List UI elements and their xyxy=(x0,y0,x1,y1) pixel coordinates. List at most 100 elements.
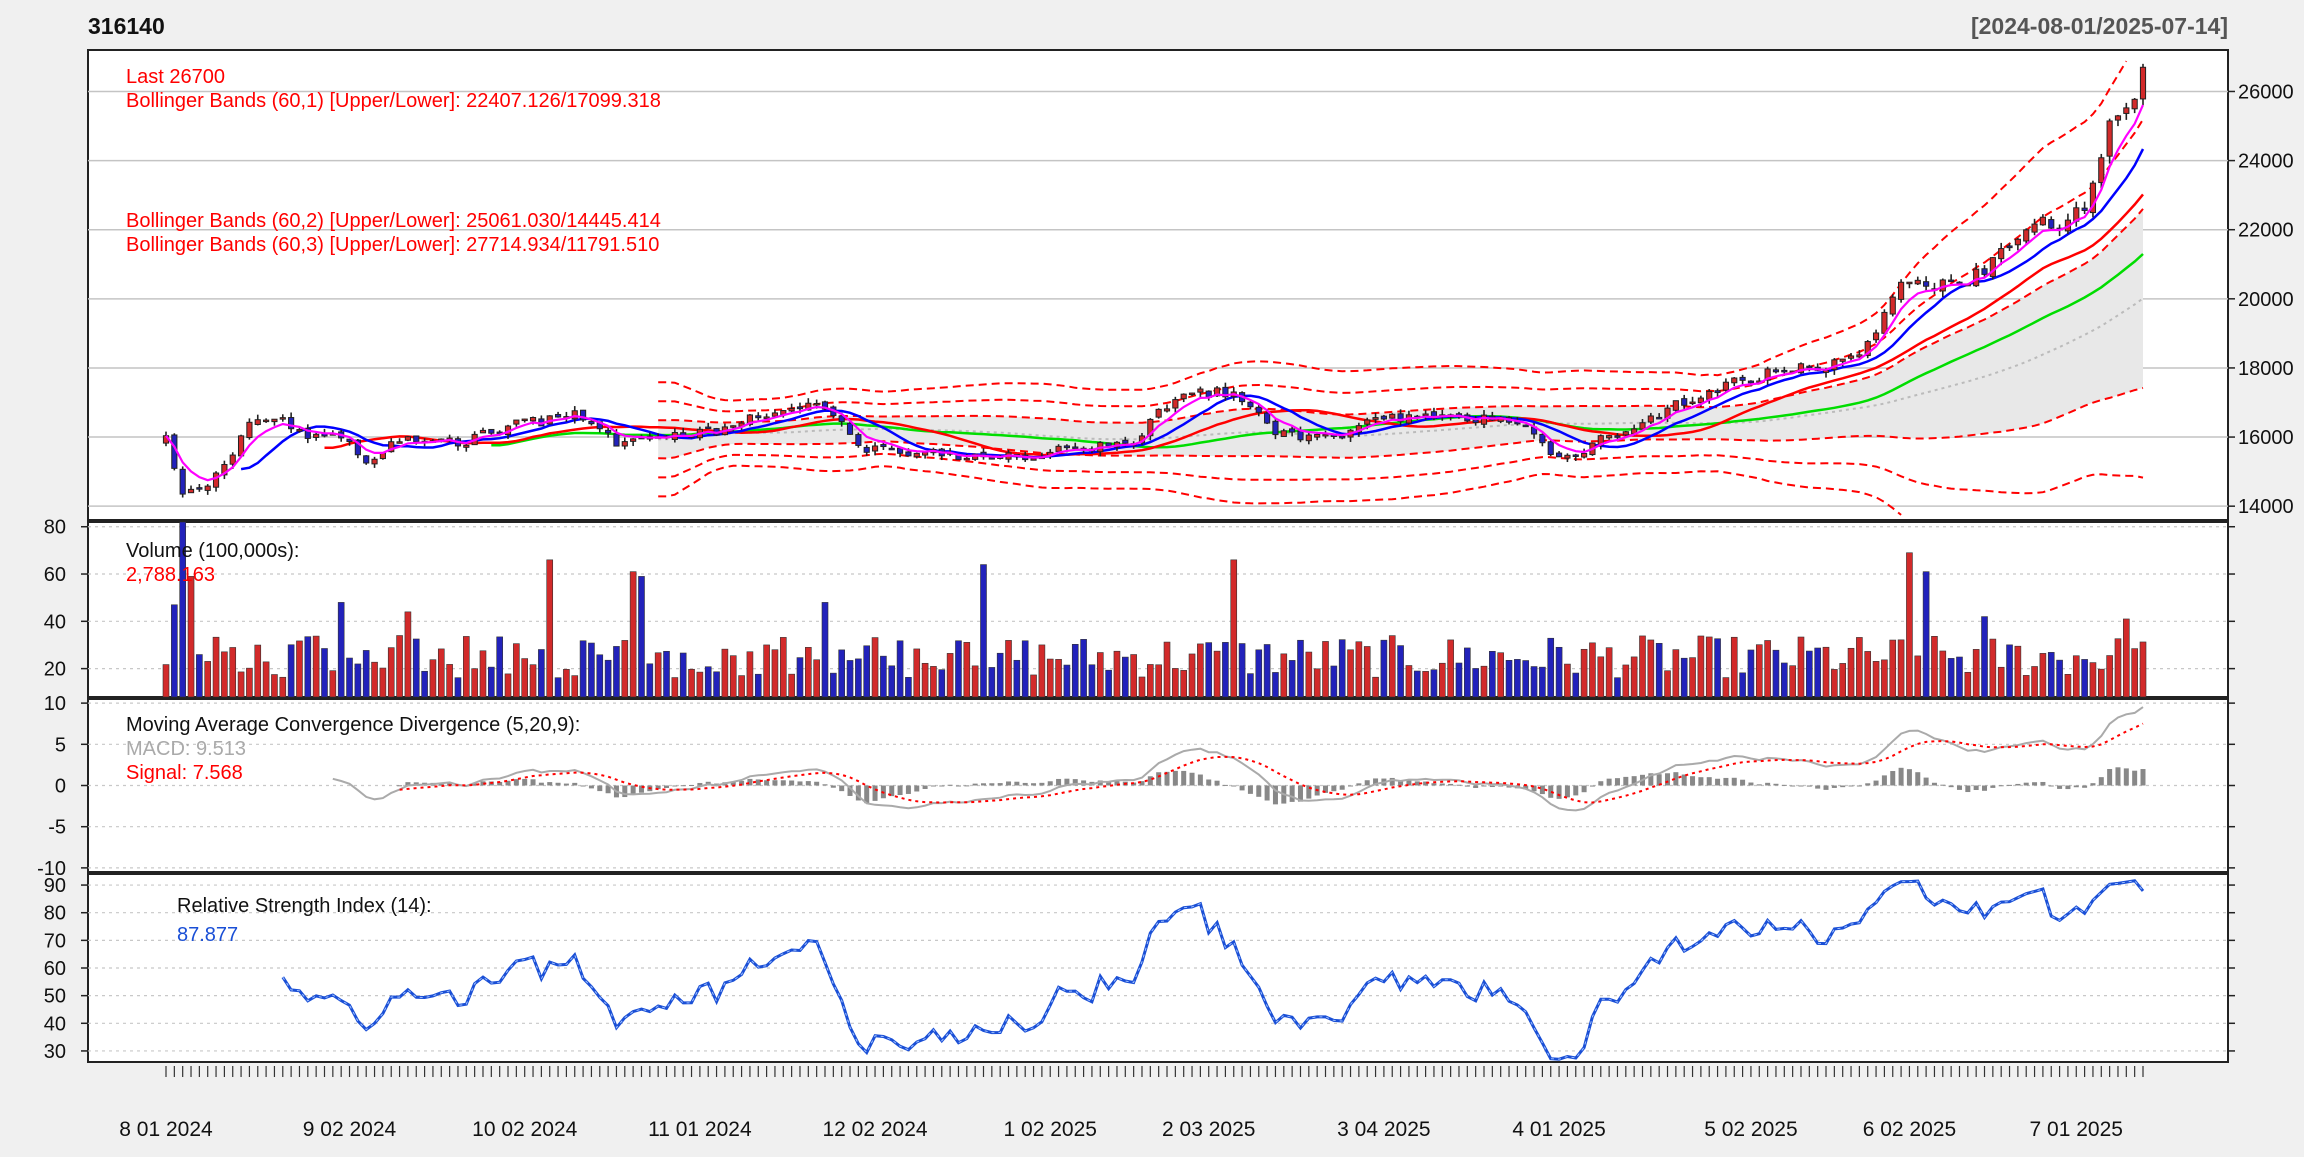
macd-hist-bar xyxy=(1072,779,1078,786)
price-ytick-label: 20000 xyxy=(2238,289,2294,311)
volume-bar xyxy=(1197,643,1204,698)
candle-body xyxy=(2023,229,2030,242)
macd-hist-bar xyxy=(2015,783,2021,786)
volume-bar xyxy=(996,652,1004,698)
candle-body xyxy=(621,441,628,447)
macd-hist-bar xyxy=(1289,785,1295,802)
macd-hist-bar xyxy=(1022,782,1028,786)
candle-body xyxy=(1555,452,1563,458)
candle-body xyxy=(796,406,804,410)
volume-bar xyxy=(1155,664,1162,698)
candle-body xyxy=(1147,418,1154,437)
candle-body xyxy=(1973,268,1980,287)
volume-bar xyxy=(304,636,312,698)
candle-body xyxy=(1781,369,1788,373)
macd-hist-bar xyxy=(1681,774,1687,786)
macd-hist-bar xyxy=(1948,785,1954,788)
volume-bar xyxy=(1997,666,2005,698)
ma-magenta-line xyxy=(165,104,2145,482)
candle-body xyxy=(755,415,762,419)
candle-body xyxy=(630,438,637,442)
candle-body xyxy=(605,429,612,434)
macd-hist-bar xyxy=(1982,785,1988,791)
volume-bar xyxy=(379,667,387,698)
macd-hist-bar xyxy=(622,785,628,798)
volume-bar xyxy=(588,642,595,698)
volume-bar xyxy=(1405,665,1413,698)
rsi-ytick-label: 90 xyxy=(44,875,66,897)
volume-bar xyxy=(2097,668,2105,698)
volume-bar xyxy=(1280,653,1288,698)
macd-hist-bar xyxy=(964,785,970,787)
volume-bar xyxy=(1806,650,1813,698)
macd-hist-bar xyxy=(1389,777,1395,786)
macd-hist-bar xyxy=(472,783,478,786)
price-ytick-label: 16000 xyxy=(2238,427,2294,449)
candle-body xyxy=(246,421,253,439)
macd-hist-bar xyxy=(747,778,753,786)
volume-bar xyxy=(346,657,353,698)
candle-body xyxy=(1706,390,1713,400)
volume-bar xyxy=(1021,640,1029,698)
candle-body xyxy=(279,417,286,420)
volume-bar xyxy=(1105,669,1112,698)
volume-bar xyxy=(1747,649,1755,698)
volume-bar xyxy=(179,521,186,698)
volume-bar xyxy=(846,660,854,698)
macd-hist-bar xyxy=(530,779,536,786)
macd-hist-bar xyxy=(1856,785,1862,787)
macd-hist-bar xyxy=(780,780,786,786)
candle-body xyxy=(363,455,370,464)
candle-body xyxy=(1998,248,2005,260)
candle-body xyxy=(1614,435,1621,438)
macd-hist-bar xyxy=(1247,785,1253,794)
candle-body xyxy=(2098,157,2105,184)
volume-bar xyxy=(763,644,770,698)
macd-panel: -10 -5 0 5 10 Moving Average Convergence Dive… xyxy=(37,693,2235,880)
volume-bar xyxy=(729,655,737,698)
candle-body xyxy=(1847,355,1855,359)
macd-hist-bar xyxy=(1781,784,1787,786)
volume-bar xyxy=(204,661,212,698)
macd-hist-bar xyxy=(930,785,936,787)
macd-hist-bar xyxy=(1790,785,1796,787)
macd-hist-bar xyxy=(989,783,995,786)
volume-bar xyxy=(1647,639,1655,698)
volume-bar xyxy=(1372,676,1379,698)
volume-bar xyxy=(1922,571,1930,698)
volume-bar xyxy=(1947,658,1955,698)
macd-hist-bar xyxy=(1489,785,1495,788)
candle-body xyxy=(1898,281,1905,300)
price-legend-line: Bollinger Bands (60,3) [Upper/Lower]: 27… xyxy=(126,234,659,256)
macd-hist-bar xyxy=(1539,785,1545,795)
bollinger-band-fill xyxy=(658,208,2143,459)
volume-bar xyxy=(354,663,362,698)
candle-body xyxy=(988,457,995,460)
macd-hist-bar xyxy=(1373,778,1379,786)
volume-bar xyxy=(1622,664,1630,698)
macd-hist-bar xyxy=(597,785,603,792)
volume-bar xyxy=(921,662,929,698)
macd-hist-bar xyxy=(1064,778,1070,786)
candle-body xyxy=(905,451,912,457)
candle-body xyxy=(813,403,820,406)
candle-body xyxy=(922,451,929,456)
volume-bar xyxy=(779,637,787,698)
volume-bar xyxy=(362,650,370,698)
macd-hist-bar xyxy=(1865,783,1871,786)
volume-bar xyxy=(571,675,579,698)
volume-bar xyxy=(212,636,220,698)
macd-hist-bar xyxy=(1740,779,1746,786)
candle-body xyxy=(1122,439,1129,444)
volume-bar xyxy=(1539,666,1546,698)
volume-bar xyxy=(604,659,612,698)
candle-body xyxy=(1856,354,1863,358)
candle-body xyxy=(513,419,520,425)
volume-bar xyxy=(2022,675,2030,698)
volume-bar xyxy=(1689,657,1696,698)
macd-hist-bar xyxy=(1506,785,1512,788)
x-tick-label: 2 03 2025 xyxy=(1162,1118,1255,1141)
volume-bar xyxy=(2106,655,2113,698)
volume-bar xyxy=(1822,646,1830,698)
volume-bar xyxy=(387,647,395,698)
